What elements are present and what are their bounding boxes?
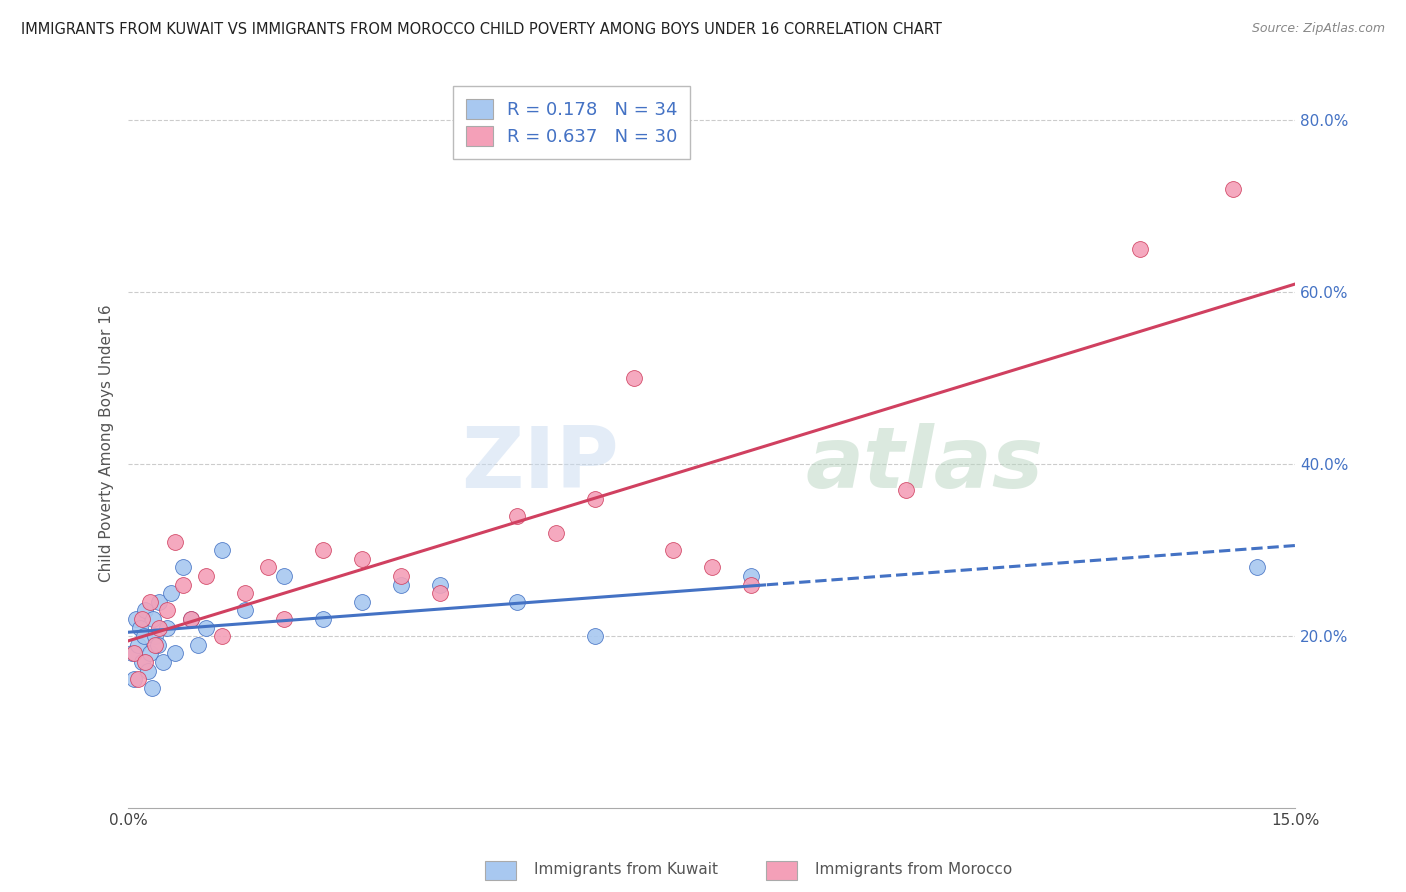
Text: ZIP: ZIP [461, 423, 619, 506]
Point [740, 569, 762, 583]
Text: Source: ZipAtlas.com: Source: ZipAtlas.com [1251, 22, 1385, 36]
Point [211, 543, 233, 558]
Point [312, 543, 335, 558]
Point [152, 655, 174, 669]
Point [139, 646, 162, 660]
Point [583, 491, 606, 506]
Point [163, 646, 186, 660]
Point [131, 655, 153, 669]
Point [429, 577, 451, 591]
Point [134, 603, 156, 617]
Text: atlas: atlas [806, 423, 1043, 506]
Point [163, 534, 186, 549]
Point [132, 629, 155, 643]
Point [195, 621, 218, 635]
Point [121, 646, 143, 660]
Point [160, 586, 183, 600]
Point [172, 560, 194, 574]
Point [142, 612, 165, 626]
Point [389, 577, 412, 591]
Point [139, 595, 162, 609]
Point [350, 595, 373, 609]
Point [1246, 560, 1268, 574]
Point [583, 629, 606, 643]
Point [312, 612, 335, 626]
Point [129, 621, 152, 635]
Point [146, 638, 169, 652]
Point [740, 577, 762, 591]
Point [124, 672, 146, 686]
Point [125, 612, 148, 626]
Point [506, 595, 529, 609]
Point [350, 551, 373, 566]
Point [700, 560, 723, 574]
Point [1222, 182, 1244, 196]
Point [179, 612, 201, 626]
Point [124, 646, 146, 660]
Point [156, 603, 179, 617]
Y-axis label: Child Poverty Among Boys Under 16: Child Poverty Among Boys Under 16 [100, 304, 114, 582]
Point [273, 569, 295, 583]
Point [141, 681, 163, 695]
Point [131, 612, 153, 626]
Point [179, 612, 201, 626]
Point [273, 612, 295, 626]
Point [156, 621, 179, 635]
Point [389, 569, 412, 583]
Point [546, 526, 568, 541]
Text: IMMIGRANTS FROM KUWAIT VS IMMIGRANTS FROM MOROCCO CHILD POVERTY AMONG BOYS UNDER: IMMIGRANTS FROM KUWAIT VS IMMIGRANTS FRO… [21, 22, 942, 37]
Point [195, 569, 218, 583]
Point [134, 655, 156, 669]
Point [1129, 243, 1152, 257]
Point [506, 508, 529, 523]
Point [145, 629, 167, 643]
Point [127, 672, 149, 686]
Point [233, 603, 256, 617]
Point [429, 586, 451, 600]
Point [896, 483, 918, 497]
Point [662, 543, 685, 558]
Point [187, 638, 209, 652]
Point [136, 664, 159, 678]
Point [211, 629, 233, 643]
Legend: R = 0.178   N = 34, R = 0.637   N = 30: R = 0.178 N = 34, R = 0.637 N = 30 [453, 87, 690, 159]
Point [257, 560, 280, 574]
Text: Immigrants from Kuwait: Immigrants from Kuwait [534, 863, 718, 877]
Point [172, 577, 194, 591]
Point [127, 638, 149, 652]
Point [148, 595, 170, 609]
Point [145, 638, 167, 652]
Text: Immigrants from Morocco: Immigrants from Morocco [815, 863, 1012, 877]
Point [623, 371, 645, 385]
Point [233, 586, 256, 600]
Point [148, 621, 170, 635]
